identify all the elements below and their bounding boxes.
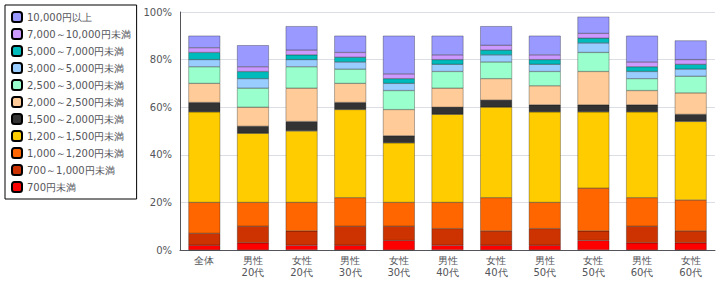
svg-text:男性: 男性	[632, 255, 652, 266]
svg-text:女性: 女性	[389, 255, 409, 266]
svg-text:女性: 女性	[583, 255, 603, 266]
svg-text:40代: 40代	[436, 267, 459, 278]
svg-text:男性: 男性	[438, 255, 458, 266]
svg-text:2,500～3,000円未満: 2,500～3,000円未満	[27, 80, 124, 91]
svg-text:60代: 60代	[631, 267, 654, 278]
svg-text:20代: 20代	[242, 267, 265, 278]
svg-text:100%: 100%	[143, 7, 172, 18]
svg-text:20代: 20代	[290, 267, 313, 278]
svg-text:700円未満: 700円未満	[27, 182, 76, 193]
svg-text:全体: 全体	[194, 255, 214, 266]
svg-text:女性: 女性	[681, 255, 701, 266]
svg-text:60%: 60%	[150, 102, 172, 113]
svg-text:男性: 男性	[535, 255, 555, 266]
svg-text:20%: 20%	[150, 197, 172, 208]
svg-text:男性: 男性	[340, 255, 360, 266]
svg-text:5,000～7,000円未満: 5,000～7,000円未満	[27, 46, 124, 57]
svg-text:50代: 50代	[533, 267, 556, 278]
svg-text:3,000～5,000円未満: 3,000～5,000円未満	[27, 63, 124, 74]
svg-text:50代: 50代	[582, 267, 605, 278]
svg-text:30代: 30代	[339, 267, 362, 278]
svg-text:1,000～1,200円未満: 1,000～1,200円未満	[27, 148, 124, 159]
svg-text:30代: 30代	[387, 267, 410, 278]
svg-text:60代: 60代	[679, 267, 702, 278]
svg-text:700～1,000円未満: 700～1,000円未満	[27, 165, 115, 176]
svg-text:女性: 女性	[486, 255, 506, 266]
svg-text:1,500～2,000円未満: 1,500～2,000円未満	[27, 114, 124, 125]
svg-text:0%: 0%	[156, 245, 172, 256]
svg-text:7,000～10,000円未満: 7,000～10,000円未満	[27, 29, 131, 40]
svg-text:40%: 40%	[150, 149, 172, 160]
svg-text:女性: 女性	[292, 255, 312, 266]
svg-text:40代: 40代	[485, 267, 508, 278]
svg-text:男性: 男性	[243, 255, 263, 266]
svg-text:2,000～2,500円未満: 2,000～2,500円未満	[27, 97, 124, 108]
svg-text:80%: 80%	[150, 54, 172, 65]
svg-text:10,000円以上: 10,000円以上	[27, 12, 92, 23]
svg-text:1,200～1,500円未満: 1,200～1,500円未満	[27, 131, 124, 142]
